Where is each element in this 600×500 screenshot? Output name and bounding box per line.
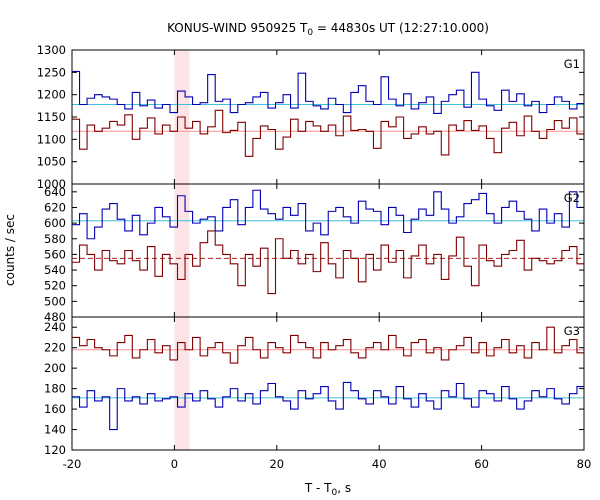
chart-title: KONUS-WIND 950925 T0 = 44830s UT (12:27:… — [167, 21, 489, 38]
panel-g3-series-blue — [72, 381, 584, 431]
panel-g2-series-blue — [72, 189, 584, 240]
panel-g2-ytick-label: 640 — [44, 185, 66, 199]
panel-g1-label: G1 — [564, 57, 580, 71]
panel-g3-frame — [71, 316, 585, 451]
panel-g2-ytick-label: 580 — [44, 232, 66, 246]
panel-g3-series-red — [72, 326, 584, 364]
x-tick-label: -20 — [63, 457, 82, 471]
panel-g1-ytick-label: 1150 — [37, 110, 66, 124]
panel-g2-series-red — [72, 230, 584, 295]
panel-g3-ytick-label: 120 — [44, 443, 66, 457]
panel-g2-ytick-label: 600 — [44, 216, 66, 230]
panel-g3-ytick-label: 200 — [44, 361, 66, 375]
panel-g2-ytick-label: 480 — [44, 310, 66, 324]
panel-g1-ytick-label: 1250 — [37, 65, 66, 79]
x-tick-label: 80 — [577, 457, 592, 471]
panel-g3-ytick-label: 180 — [44, 382, 66, 396]
panel-g3-ytick-label: 220 — [44, 341, 66, 355]
panel-g1-series-red — [72, 109, 584, 157]
panel-g3-ytick-label: 160 — [44, 402, 66, 416]
x-tick-label: 60 — [474, 457, 489, 471]
panel-g2-ytick-label: 620 — [44, 200, 66, 214]
x-tick-label: 20 — [269, 457, 284, 471]
panel-g1-ytick-label: 1050 — [37, 155, 66, 169]
x-tick-label: 0 — [171, 457, 178, 471]
panel-g2-ytick-label: 500 — [44, 294, 66, 308]
panel-g1-ytick-label: 1200 — [37, 88, 66, 102]
panel-g1-ytick-label: 1300 — [37, 43, 66, 57]
panel-g2-ytick-label: 520 — [44, 279, 66, 293]
x-axis-label: T - T0, s — [304, 481, 351, 498]
panel-g3-ytick-label: 140 — [44, 423, 66, 437]
x-tick-label: 40 — [372, 457, 387, 471]
panel-g2-ytick-label: 560 — [44, 247, 66, 261]
panel-g3-label: G3 — [564, 324, 580, 338]
panel-g2-ytick-label: 540 — [44, 263, 66, 277]
panel-g1-ytick-label-min: 1000 — [37, 177, 66, 191]
y-axis-label: counts / sec — [3, 214, 17, 286]
panel-g1-ytick-label: 1100 — [37, 132, 66, 146]
highlight-region — [174, 50, 190, 450]
panel-g1-series-blue — [72, 70, 584, 114]
panel-g3-ytick-label: 240 — [44, 320, 66, 334]
panel-g2-label: G2 — [564, 191, 580, 205]
panel-g1-frame — [71, 49, 585, 185]
